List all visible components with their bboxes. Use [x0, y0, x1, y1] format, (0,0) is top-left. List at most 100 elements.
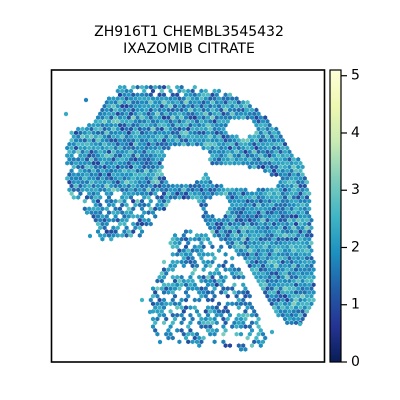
spot — [183, 236, 189, 242]
spot — [278, 301, 283, 307]
spot — [293, 252, 299, 257]
spot — [307, 290, 312, 295]
spot — [172, 187, 178, 193]
spot — [304, 233, 310, 238]
spot — [245, 138, 250, 143]
spot — [280, 312, 285, 318]
spot — [188, 274, 193, 280]
spot — [166, 328, 171, 333]
spot — [212, 126, 217, 132]
spot — [113, 107, 118, 113]
spot — [252, 225, 257, 231]
spot — [113, 198, 118, 204]
spot — [221, 331, 226, 337]
spot — [289, 183, 294, 189]
spot — [238, 225, 244, 231]
spot — [190, 271, 195, 276]
spot — [87, 233, 93, 239]
spot — [205, 183, 211, 189]
spot — [106, 134, 112, 139]
spot — [304, 293, 310, 299]
spot — [87, 130, 92, 136]
spot — [227, 267, 233, 272]
spot — [166, 84, 171, 90]
spot — [131, 122, 136, 128]
spot — [300, 233, 305, 238]
spot — [179, 297, 184, 303]
spot — [153, 305, 158, 310]
spot — [254, 320, 259, 326]
spot — [73, 176, 79, 181]
spot — [236, 252, 241, 257]
spot — [199, 339, 204, 345]
spot — [104, 160, 109, 166]
spot — [300, 271, 305, 276]
spot — [194, 187, 200, 193]
spot — [199, 141, 204, 147]
spot — [282, 202, 288, 208]
spot — [78, 160, 83, 166]
spot — [137, 179, 142, 185]
spot — [289, 206, 294, 212]
spot — [221, 157, 226, 162]
spot — [104, 206, 109, 212]
spot — [73, 130, 79, 136]
spot — [300, 202, 305, 208]
spot — [177, 111, 182, 117]
spot — [285, 305, 290, 310]
spot — [139, 115, 145, 120]
spot — [280, 214, 285, 219]
spot — [307, 259, 312, 265]
spot — [249, 115, 255, 120]
spot — [267, 290, 272, 295]
spot — [278, 293, 283, 299]
spot — [223, 145, 228, 151]
spot — [102, 141, 107, 147]
spot — [78, 168, 83, 174]
spot — [236, 100, 241, 105]
spot — [309, 225, 314, 231]
spot — [269, 240, 274, 246]
spot — [194, 248, 200, 253]
spot — [304, 210, 310, 215]
spot — [144, 145, 149, 151]
spot — [296, 217, 301, 223]
spot — [278, 149, 283, 155]
spot — [106, 187, 112, 193]
spot — [223, 305, 228, 310]
spot — [177, 126, 182, 132]
spot — [89, 134, 94, 139]
spot — [302, 214, 307, 219]
spot — [164, 286, 169, 291]
spot — [117, 160, 123, 166]
spot — [170, 290, 175, 295]
spot — [293, 244, 299, 250]
spot — [157, 138, 162, 143]
spot — [177, 103, 182, 109]
spot — [175, 138, 180, 143]
spot — [214, 160, 219, 166]
spot — [282, 293, 288, 299]
spot — [252, 210, 257, 215]
spot — [172, 195, 178, 200]
spot — [82, 168, 87, 174]
spot — [212, 88, 217, 94]
spot — [179, 84, 184, 90]
spot — [300, 286, 305, 291]
spot — [225, 134, 230, 139]
spot — [89, 210, 94, 215]
spot — [271, 130, 277, 136]
spot — [285, 244, 290, 250]
spot — [260, 157, 266, 162]
spot — [111, 157, 116, 162]
spot — [186, 187, 191, 193]
spot — [135, 221, 140, 227]
spot — [80, 157, 85, 162]
spot — [155, 195, 160, 200]
spot — [161, 282, 167, 288]
spot — [106, 96, 112, 101]
spot — [106, 179, 112, 185]
spot — [122, 229, 127, 234]
spot — [293, 259, 299, 265]
spot — [238, 149, 244, 155]
